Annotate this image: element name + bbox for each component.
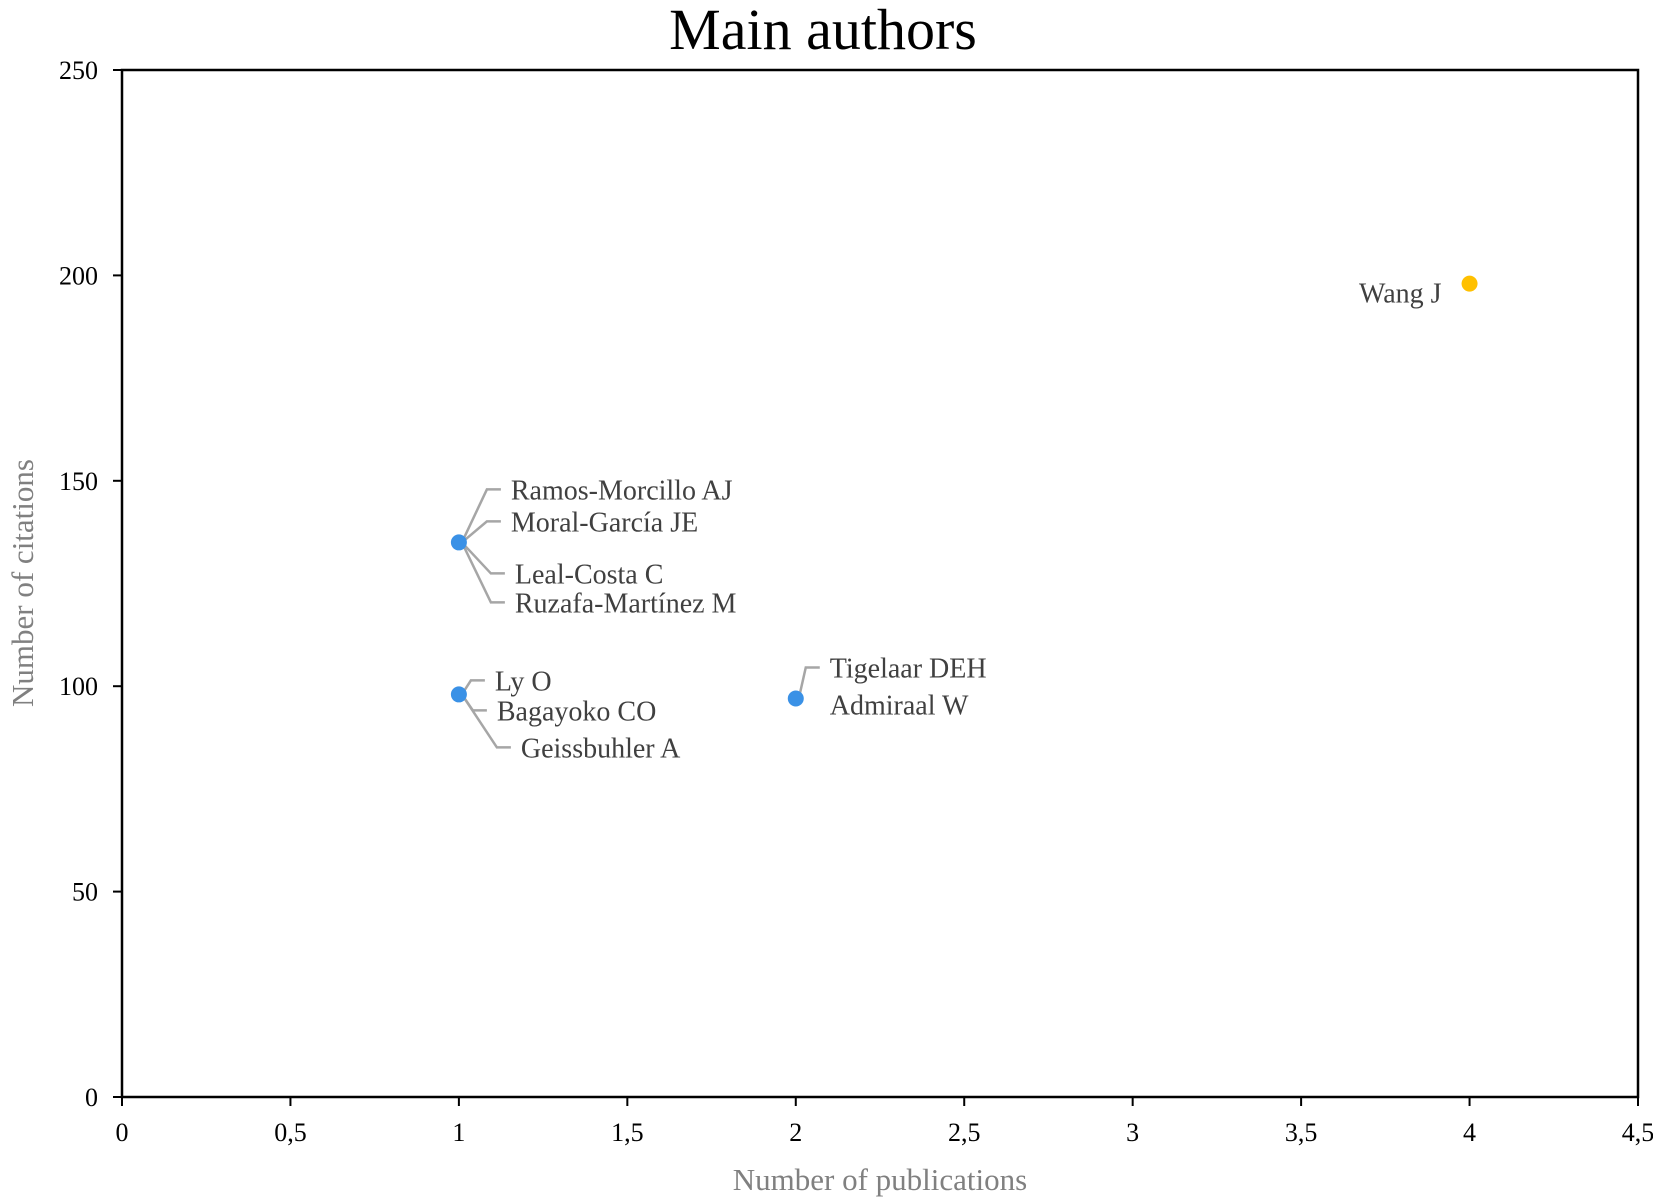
- y-tick-label: 0: [85, 1083, 98, 1112]
- point-label: Tigelaar DEH: [830, 654, 987, 685]
- x-tick-label: 1: [452, 1118, 465, 1147]
- x-axis: 0 0,5 1 1,5 2 2,5 3 3,5 4 4,5: [116, 1097, 1653, 1147]
- point-label: Ruzafa-Martínez M: [515, 588, 737, 619]
- leader-line: [460, 541, 505, 604]
- scatter-point: [450, 534, 467, 551]
- y-tick-label: 200: [59, 261, 98, 290]
- leader-line: [797, 666, 820, 699]
- point-label: Leal-Costa C: [515, 559, 664, 590]
- point-label: Ramos-Morcillo AJ: [511, 475, 733, 506]
- point-label: Moral-García JE: [511, 507, 698, 538]
- point-label: Admiraal W: [830, 691, 969, 722]
- leader-line: [461, 520, 501, 544]
- x-tick-label: 4,5: [1622, 1118, 1653, 1147]
- scatter-point: [450, 686, 467, 703]
- y-tick-label: 150: [59, 467, 98, 496]
- point-label: Wang J: [1359, 279, 1442, 310]
- x-tick-label: 4: [1463, 1118, 1476, 1147]
- x-axis-title: Number of publications: [733, 1162, 1027, 1197]
- plot-area-frame: [120, 68, 1640, 1099]
- leader-line: [460, 541, 505, 575]
- point-label: Geissbuhler A: [521, 733, 681, 764]
- x-tick-label: 3: [1126, 1118, 1139, 1147]
- leader-line: [460, 488, 501, 543]
- y-tick-label: 100: [59, 672, 98, 701]
- y-tick-label: 50: [72, 878, 98, 907]
- x-tick-label: 3,5: [1285, 1118, 1318, 1147]
- x-tick-label: 0,5: [274, 1118, 307, 1147]
- data-points: [450, 275, 1478, 707]
- x-tick-label: 0: [116, 1118, 129, 1147]
- x-tick-label: 1,5: [611, 1118, 644, 1147]
- scatter-point: [1461, 275, 1478, 292]
- leader-line: [460, 693, 511, 749]
- y-tick-label: 250: [59, 56, 98, 85]
- x-tick-label: 2: [789, 1118, 802, 1147]
- y-axis: 0 50 100 150 200 250: [59, 56, 122, 1112]
- point-label: Ly O: [495, 666, 552, 697]
- chart-title: Main authors: [669, 0, 977, 62]
- scatter-point: [787, 690, 804, 707]
- point-label: Bagayoko CO: [497, 696, 656, 727]
- y-axis-title: Number of citations: [5, 459, 40, 707]
- x-tick-label: 2,5: [948, 1118, 981, 1147]
